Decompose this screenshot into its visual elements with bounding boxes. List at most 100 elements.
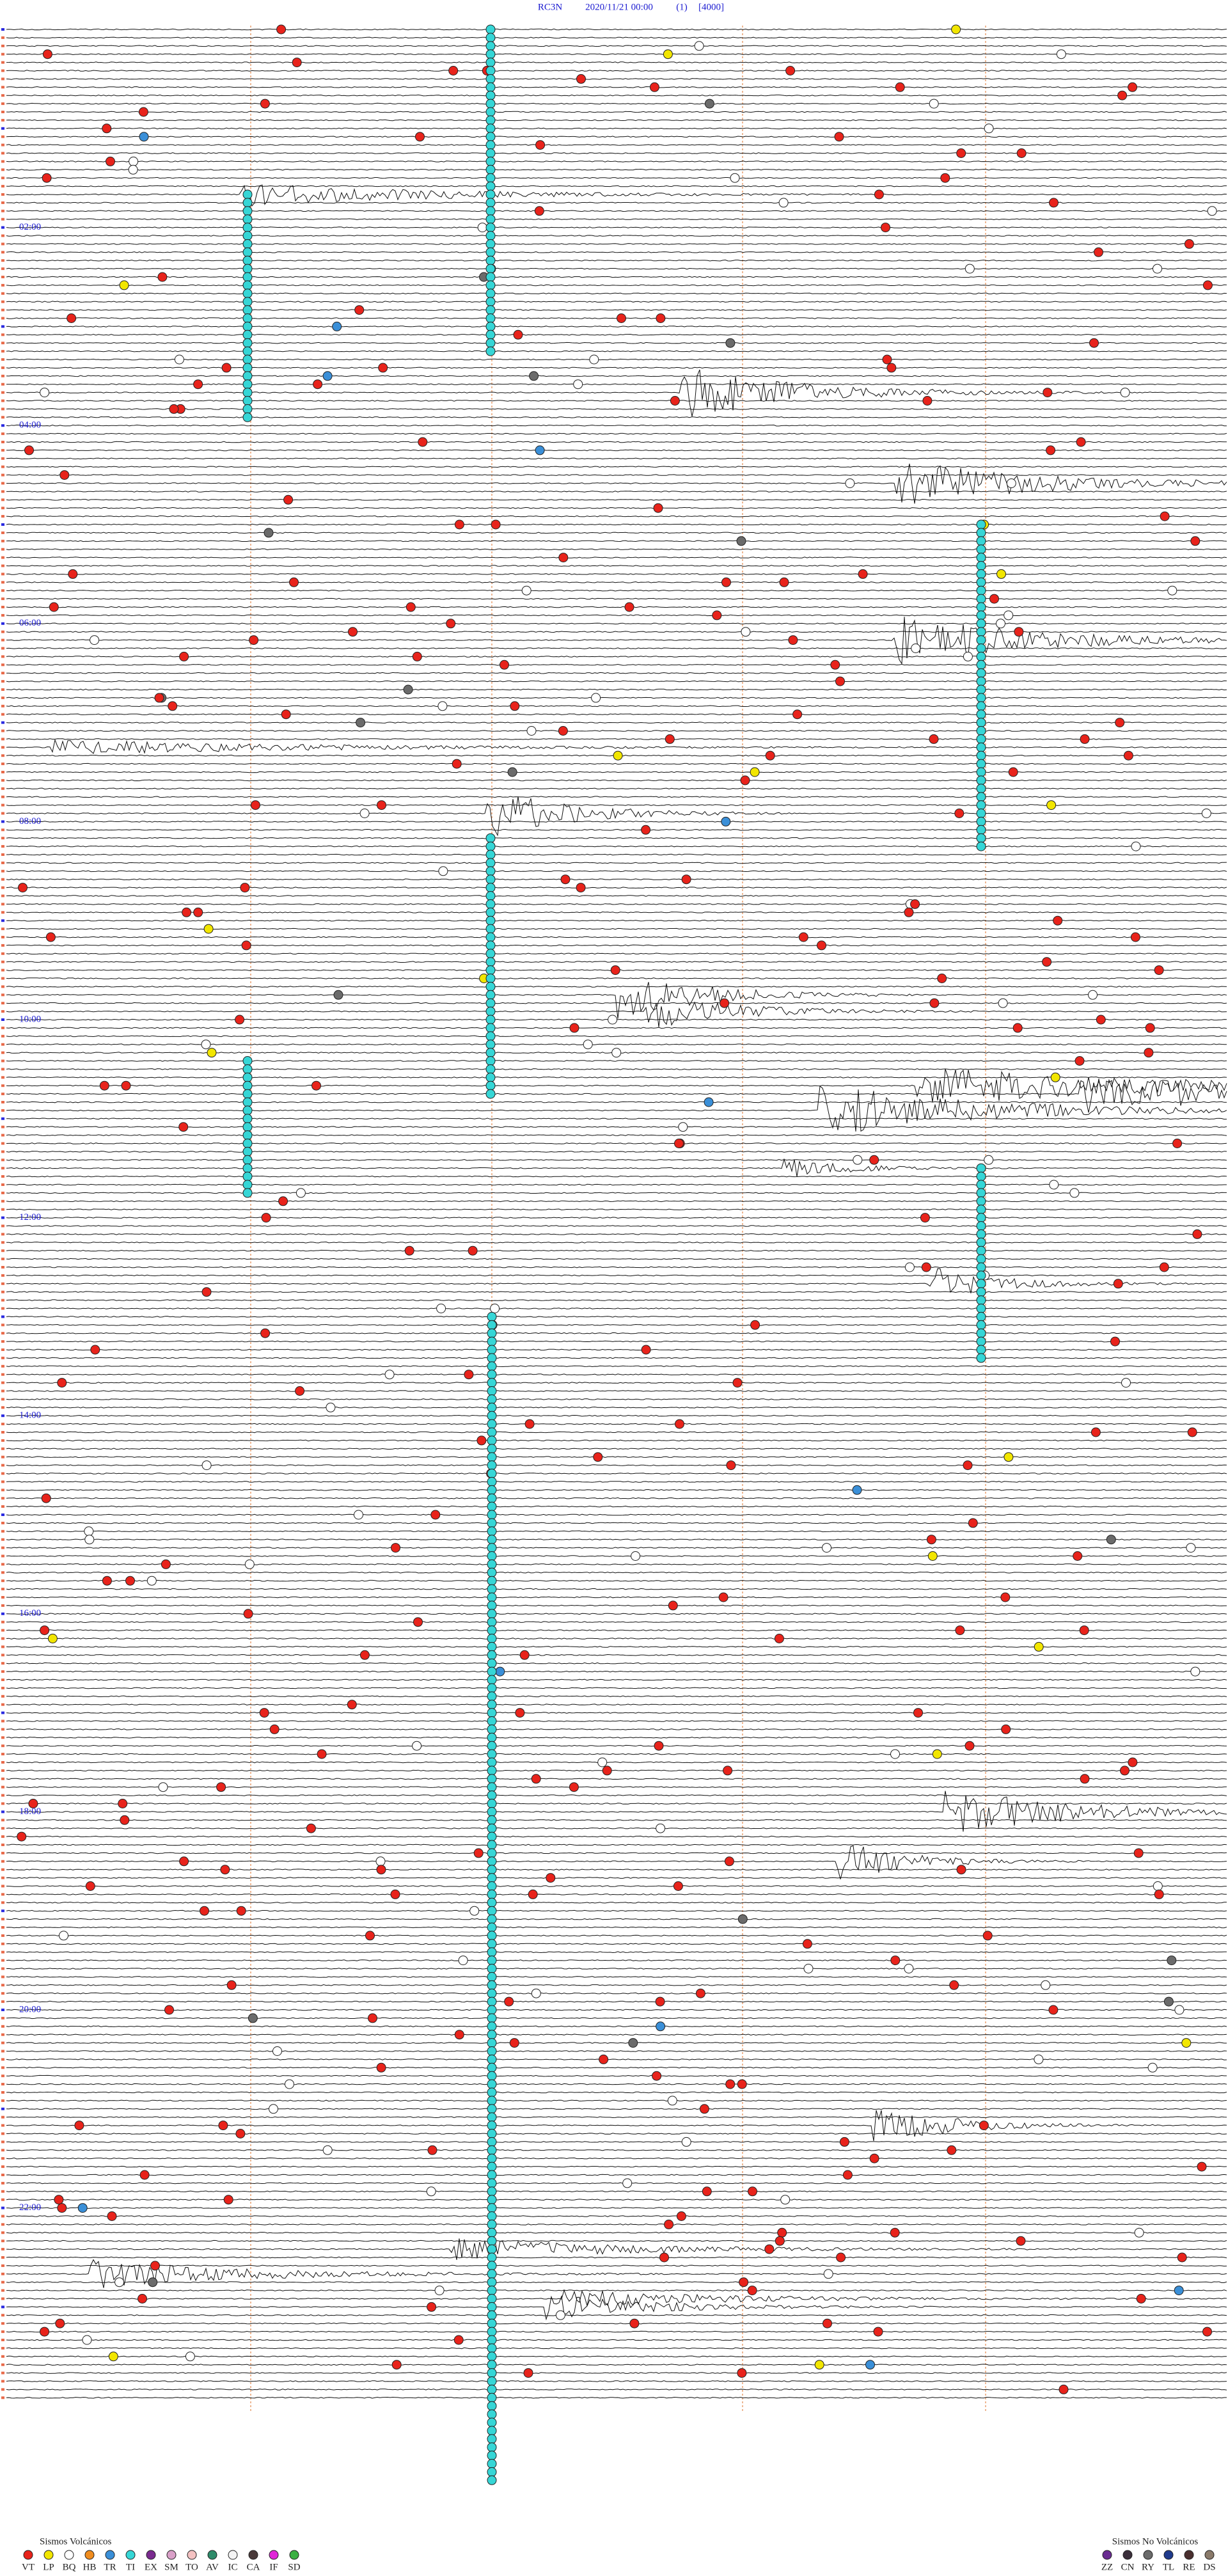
event-marker bbox=[487, 2137, 497, 2147]
trace bbox=[6, 226, 1227, 228]
trace bbox=[6, 1086, 1227, 1132]
event-marker bbox=[1123, 750, 1133, 761]
event-marker bbox=[242, 412, 253, 422]
event-marker bbox=[391, 2360, 402, 2370]
trace bbox=[6, 432, 1227, 435]
event-marker bbox=[487, 1782, 497, 1792]
trace bbox=[6, 1753, 1227, 1755]
trace bbox=[6, 903, 1227, 905]
event-marker bbox=[989, 594, 999, 604]
event-marker bbox=[332, 321, 342, 331]
row-tick bbox=[1, 234, 4, 237]
trace bbox=[6, 887, 1227, 889]
row-tick bbox=[1, 754, 4, 757]
row-tick bbox=[1, 878, 4, 881]
legend-swatch bbox=[146, 2550, 156, 2560]
row-tick bbox=[1, 1686, 4, 1689]
event-marker bbox=[487, 1476, 497, 1487]
row-tick bbox=[1, 589, 4, 592]
legend-title: Sismos Volcánicos bbox=[40, 2536, 112, 2547]
trace bbox=[6, 573, 1227, 575]
trace bbox=[6, 168, 1227, 171]
event-marker bbox=[485, 1080, 496, 1091]
event-marker bbox=[242, 223, 253, 233]
legend-swatch bbox=[187, 2550, 197, 2560]
event-marker bbox=[926, 1535, 936, 1545]
event-marker bbox=[121, 1080, 131, 1091]
trace bbox=[6, 1621, 1227, 1624]
event-marker bbox=[1144, 1048, 1154, 1058]
hour-label: 18:00 bbox=[19, 1806, 41, 1817]
event-marker bbox=[976, 1245, 986, 1256]
event-marker bbox=[453, 2335, 464, 2345]
event-marker bbox=[737, 1914, 748, 1924]
trace bbox=[6, 1901, 1227, 1904]
event-marker bbox=[28, 1799, 38, 1808]
event-marker bbox=[956, 148, 966, 158]
row-tick bbox=[1, 903, 4, 906]
row-tick bbox=[1, 168, 4, 171]
trace bbox=[6, 1414, 1227, 1417]
row-tick bbox=[1, 803, 4, 807]
legend-swatch bbox=[248, 2550, 258, 2560]
event-marker bbox=[242, 1097, 253, 1107]
trace bbox=[6, 1001, 1227, 1027]
trace bbox=[6, 1943, 1227, 1945]
event-marker bbox=[326, 1402, 336, 1412]
event-marker bbox=[665, 734, 675, 744]
trace bbox=[6, 1968, 1227, 1970]
event-marker bbox=[295, 1188, 306, 1198]
row-tick bbox=[1, 1208, 4, 1211]
trace bbox=[6, 977, 1227, 979]
event-marker bbox=[487, 1336, 497, 1347]
event-marker bbox=[976, 718, 986, 728]
event-marker bbox=[726, 1460, 736, 1471]
row-tick bbox=[1, 36, 4, 39]
event-marker bbox=[114, 2277, 125, 2288]
legend-swatch bbox=[105, 2550, 115, 2560]
row-tick bbox=[1, 1819, 4, 1822]
event-marker bbox=[242, 1180, 253, 1190]
trace bbox=[6, 1324, 1227, 1326]
row-tick bbox=[1, 1076, 4, 1079]
event-marker bbox=[45, 932, 56, 942]
event-marker bbox=[487, 1988, 497, 1998]
event-marker bbox=[487, 2318, 497, 2328]
row-tick bbox=[1, 845, 4, 848]
event-marker bbox=[242, 1146, 253, 1157]
event-marker bbox=[780, 2195, 791, 2205]
event-marker bbox=[487, 2384, 497, 2394]
event-marker bbox=[476, 1435, 487, 1446]
event-marker bbox=[365, 1931, 375, 1941]
event-marker bbox=[882, 354, 892, 365]
trace bbox=[6, 1720, 1227, 1722]
trace bbox=[6, 1513, 1227, 1516]
event-marker bbox=[376, 1865, 386, 1875]
legend-code: CN bbox=[1121, 2562, 1135, 2572]
trace bbox=[6, 333, 1227, 336]
legend-swatch bbox=[1143, 2550, 1153, 2560]
event-marker bbox=[485, 198, 496, 208]
scale: [4000] bbox=[698, 2, 724, 12]
event-marker bbox=[438, 866, 448, 876]
trace bbox=[6, 1638, 1227, 1640]
event-marker bbox=[913, 1708, 923, 1718]
event-marker bbox=[976, 1328, 986, 1338]
event-marker bbox=[560, 874, 571, 885]
row-tick bbox=[1, 1464, 4, 1467]
row-tick bbox=[1, 1364, 4, 1368]
event-marker bbox=[485, 313, 496, 323]
trace bbox=[6, 617, 1227, 665]
event-marker bbox=[485, 329, 496, 340]
event-marker bbox=[487, 1700, 497, 1710]
legend-code: BQ bbox=[63, 2562, 76, 2572]
event-marker bbox=[500, 660, 509, 670]
event-marker bbox=[1074, 1056, 1085, 1066]
event-marker bbox=[139, 132, 149, 142]
event-marker bbox=[377, 800, 386, 810]
legend-swatch bbox=[1122, 2550, 1133, 2560]
event-marker bbox=[354, 1510, 363, 1520]
row-tick bbox=[1, 201, 4, 204]
row-tick bbox=[1, 763, 4, 766]
row-tick bbox=[1, 2058, 4, 2061]
